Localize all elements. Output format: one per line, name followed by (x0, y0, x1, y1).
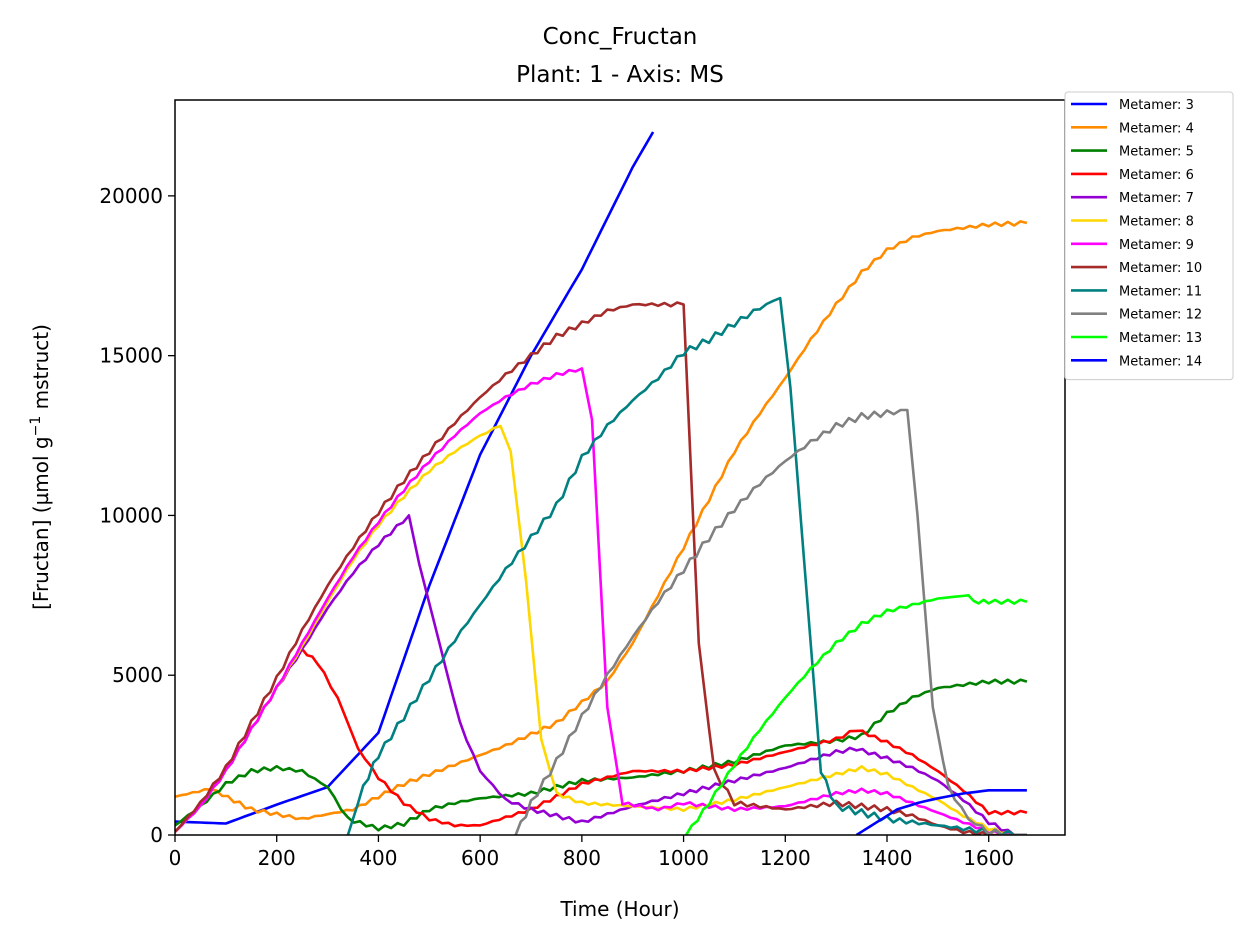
series-line-13 (684, 594, 1028, 835)
series-group (175, 131, 1028, 835)
legend-frame (1064, 91, 1234, 381)
legend-label: Metamer: 10 (1119, 261, 1202, 276)
legend-label: Metamer: 5 (1119, 145, 1194, 160)
x-tick-label: 200 (258, 846, 296, 870)
x-tick-label: 400 (359, 846, 397, 870)
legend-label: Metamer: 7 (1119, 191, 1194, 206)
y-axis-label-unit: mstruct) (29, 324, 53, 416)
series-line-9 (175, 367, 1027, 835)
legend-label: Metamer: 9 (1119, 238, 1194, 253)
legend-label: Metamer: 11 (1119, 284, 1202, 299)
series-line-11 (346, 296, 1027, 835)
plot-area: 0 200 400 600 800 1000 1200 1400 1600 0 5000 10000 1… (99, 99, 1066, 870)
series-line-12 (514, 408, 1027, 835)
y-tick-label: 5000 (112, 663, 163, 687)
x-tick-label: 600 (461, 846, 499, 870)
x-tick-label: 1000 (658, 846, 709, 870)
legend-label: Metamer: 13 (1119, 331, 1202, 346)
legend-label: Metamer: 4 (1119, 121, 1194, 136)
series-line-6 (175, 647, 1028, 833)
legend-label: Metamer: 14 (1119, 354, 1202, 369)
series-line-14 (855, 789, 1027, 835)
y-tick-label: 10000 (99, 503, 163, 527)
x-tick-label: 1400 (862, 846, 913, 870)
plot-frame (174, 99, 1066, 836)
series-line-3 (175, 131, 655, 825)
x-tick-label: 800 (563, 846, 601, 870)
y-tick-label: 15000 (99, 344, 163, 368)
y-axis-label: [Fructan] (µmol g−1 mstruct) (28, 324, 53, 610)
x-tick-label: 1200 (760, 846, 811, 870)
legend: Metamer: 3 Metamer: 4 Metamer: 5 Metamer: 6… (1064, 91, 1234, 381)
legend-label: Metamer: 6 (1119, 168, 1194, 183)
series-line-8 (175, 424, 1027, 835)
y-axis-label-exponent: −1 (28, 416, 44, 437)
legend-label: Metamer: 3 (1119, 98, 1194, 113)
chart-title: Conc_Fructan (543, 24, 698, 50)
y-axis-label-main: [Fructan] (µmol g (29, 436, 53, 610)
chart-subtitle: Plant: 1 - Axis: MS (516, 62, 724, 88)
y-tick-label: 0 (150, 823, 163, 847)
y-tick-label: 20000 (99, 184, 163, 208)
series-line-7 (175, 514, 1027, 835)
x-tick-label: 0 (169, 846, 182, 870)
legend-label: Metamer: 12 (1119, 308, 1202, 323)
legend-label: Metamer: 8 (1119, 215, 1194, 230)
series-line-10 (175, 301, 1027, 835)
x-axis-label: Time (Hour) (559, 897, 679, 921)
x-tick-label: 1600 (963, 846, 1014, 870)
